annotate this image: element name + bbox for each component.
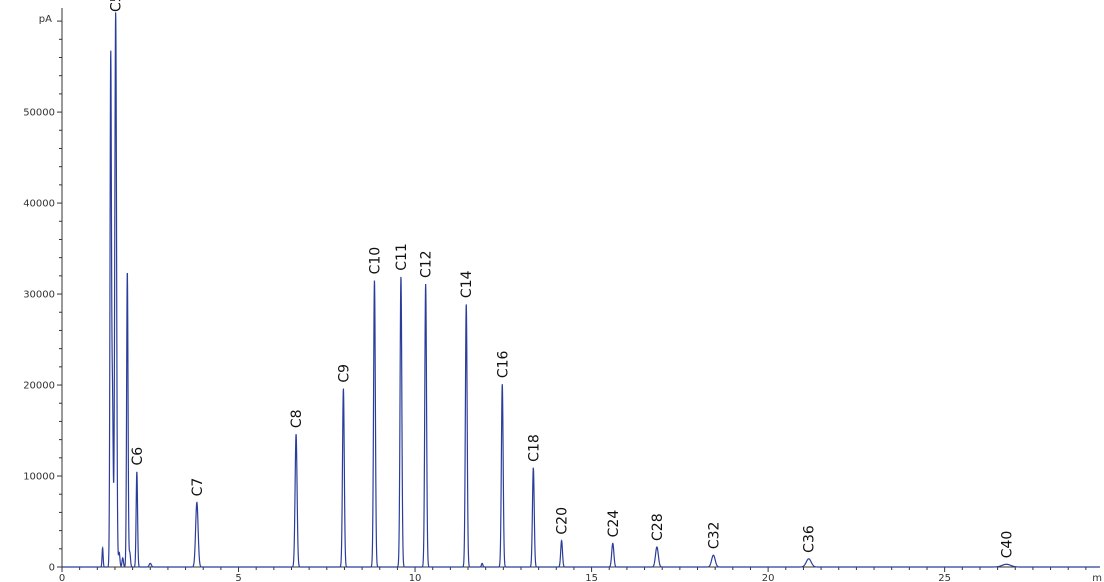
peak-label-c12: C12 [419, 250, 435, 278]
y-tick-label: 30000 [23, 290, 55, 301]
x-tick-label: 15 [585, 573, 598, 582]
x-axis-unit-label: m [1092, 573, 1102, 582]
peak-label-c10: C10 [367, 247, 383, 275]
peak-label-c18: C18 [526, 434, 542, 462]
y-axis: 0 10000 20000 30000 40000 50000 [23, 20, 62, 574]
x-tick-label: 10 [409, 573, 422, 582]
x-axis: 0 5 10 15 20 25 [59, 567, 1087, 582]
peak-label-c6: C6 [130, 447, 146, 466]
peak-label-c32: C32 [706, 522, 722, 550]
peak-label-c28: C28 [650, 513, 666, 541]
peak-label-c20: C20 [555, 507, 571, 535]
peak-label-c9: C9 [336, 364, 352, 383]
x-tick-label: 20 [762, 573, 775, 582]
peak-label-c16: C16 [495, 350, 511, 378]
x-tick-label: 0 [59, 573, 65, 582]
y-tick-label: 0 [49, 563, 55, 574]
y-tick-label: 50000 [23, 108, 55, 119]
peak-label-c36: C36 [802, 525, 818, 553]
y-axis-unit-label: pA [39, 14, 52, 25]
x-tick-label: 5 [235, 573, 241, 582]
signal-trace-line [62, 12, 1100, 568]
y-tick-label: 10000 [23, 472, 55, 483]
peak-label-c40: C40 [999, 531, 1015, 559]
x-tick-label: 25 [938, 573, 951, 582]
peak-label-c8: C8 [289, 409, 305, 428]
peak-labels: C5 C6 C7 C8 C9 C10 C11 C12 C14 C16 C18 C20 C24 C28 C32… [109, 0, 1016, 558]
peak-label-c7: C7 [190, 478, 206, 497]
peak-label-c5: C5 [109, 0, 125, 12]
y-tick-label: 20000 [23, 381, 55, 392]
peak-label-c14: C14 [459, 270, 475, 298]
peak-label-c11: C11 [394, 243, 410, 271]
y-tick-label: 40000 [23, 199, 55, 210]
peak-label-c24: C24 [606, 510, 622, 538]
